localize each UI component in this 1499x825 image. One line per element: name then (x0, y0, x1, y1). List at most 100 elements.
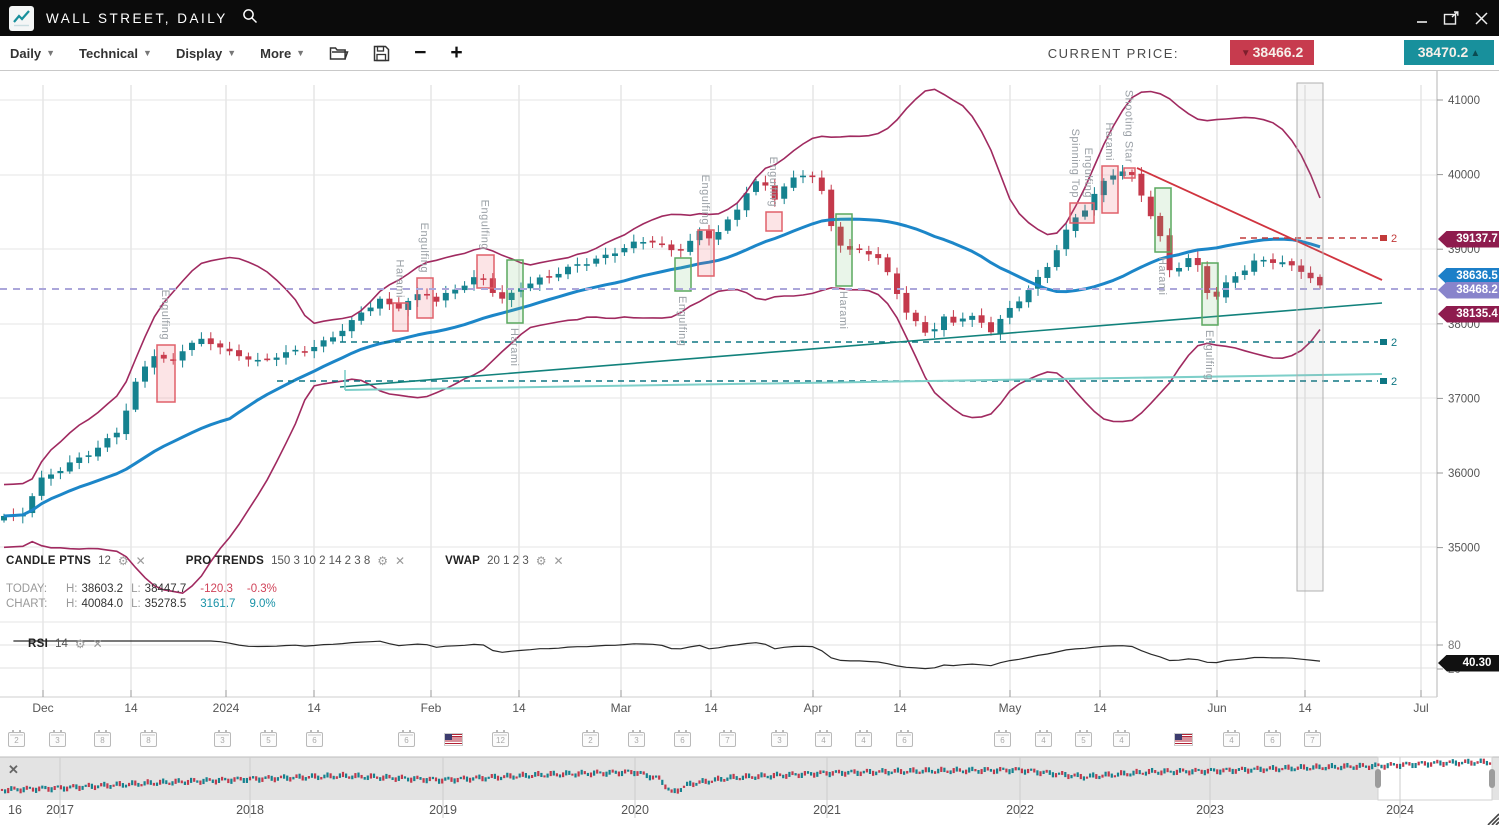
svg-text:14: 14 (512, 701, 526, 715)
sell-price-button[interactable]: ▼ 38466.2 (1230, 40, 1314, 65)
pop-out-icon[interactable] (1443, 10, 1460, 26)
minimize-icon[interactable] (1415, 11, 1429, 25)
level-marker (1380, 235, 1387, 241)
vwap-settings-icon[interactable]: ⚙ (535, 554, 547, 568)
pattern-box-red (765, 211, 783, 232)
navigator-close-button[interactable]: ✕ (8, 762, 19, 777)
highlight-band[interactable] (1296, 82, 1324, 592)
calendar-event-icon[interactable]: 7 (719, 730, 736, 747)
rsi-indicator-label: RSI (28, 638, 49, 650)
menu-display[interactable]: Display ▼ (175, 45, 237, 61)
price-axis-tag: 39137.7 (1438, 230, 1499, 248)
calendar-event-icon[interactable]: 12 (492, 730, 509, 747)
navigator-left-handle[interactable] (1375, 769, 1381, 788)
candle-patterns-remove-icon[interactable]: ✕ (135, 554, 146, 568)
candle-pattern-annotations: Engulfing Harami Engulfing Engulfing Harami E… (156, 90, 1219, 403)
calendar-event-icon[interactable]: 6 (994, 730, 1011, 747)
pattern-box-red (392, 302, 409, 332)
calendar-event-icon[interactable]: 2 (582, 730, 599, 747)
rsi-settings-icon[interactable]: ⚙ (74, 637, 86, 651)
vwap-indicator-label: VWAP (445, 555, 481, 567)
pattern-label: Harami (1103, 123, 1115, 161)
search-icon[interactable] (242, 8, 258, 29)
title-bar: WALL STREET, DAILY (0, 0, 1499, 36)
zoom-out-button[interactable]: − (414, 41, 427, 64)
svg-text:35000: 35000 (1448, 543, 1480, 555)
us-flag-event-icon[interactable] (444, 733, 463, 746)
level-marker (1380, 378, 1387, 384)
candlestick-series (1, 165, 1323, 524)
calendar-event-icon[interactable]: 6 (674, 730, 691, 747)
chevron-down-icon: ▼ (227, 48, 237, 58)
calendar-event-icon[interactable]: 8 (140, 730, 157, 747)
calendar-event-icon[interactable]: 5 (260, 730, 277, 747)
pattern-label: Shooting Star (1123, 90, 1135, 163)
calendar-event-icon[interactable]: 6 (1264, 730, 1281, 747)
calendar-event-icon[interactable]: 6 (306, 730, 323, 747)
svg-text:Jul: Jul (1413, 701, 1428, 715)
svg-text:Feb: Feb (421, 701, 442, 715)
calendar-event-icon[interactable]: 4 (855, 730, 872, 747)
calendar-event-icon[interactable]: 3 (49, 730, 66, 747)
svg-text:14: 14 (307, 701, 321, 715)
vwap-remove-icon[interactable]: ✕ (553, 554, 564, 568)
calendar-event-icon[interactable]: 7 (1304, 730, 1321, 747)
menu-more[interactable]: More ▼ (260, 45, 306, 61)
pattern-box-green (506, 259, 524, 324)
svg-text:14: 14 (893, 701, 907, 715)
svg-text:41000: 41000 (1448, 95, 1480, 107)
calendar-event-icon[interactable]: 4 (815, 730, 832, 747)
svg-text:14: 14 (124, 701, 138, 715)
today-change: -120.3 (200, 583, 233, 595)
svg-text:Mar: Mar (611, 701, 632, 715)
rsi-line (13, 640, 1321, 670)
candle-patterns-settings-icon[interactable]: ⚙ (117, 554, 129, 568)
rsi-legend-row: RSI 14 ⚙ ✕ (28, 637, 103, 651)
pattern-label: Harami (1156, 257, 1168, 295)
calendar-event-icon[interactable]: 4 (1223, 730, 1240, 747)
svg-text:Jun: Jun (1207, 701, 1226, 715)
resize-grip-icon[interactable] (1487, 813, 1499, 825)
chart-stats-row: CHART: H: 40084.0 L: 35278.5 3161.7 9.0% (6, 598, 276, 610)
save-icon[interactable] (373, 45, 390, 62)
rsi-remove-icon[interactable]: ✕ (92, 637, 103, 651)
svg-text:14: 14 (1298, 701, 1312, 715)
pattern-label: Harami (394, 260, 406, 298)
trend-line[interactable] (339, 302, 1383, 388)
menu-technical[interactable]: Technical ▼ (79, 45, 152, 61)
trend-line[interactable] (1136, 167, 1383, 281)
calendar-event-icon[interactable]: 4 (1113, 730, 1130, 747)
calendar-event-icon[interactable]: 2 (8, 730, 25, 747)
today-stats-row: TODAY: H: 38603.2 L: 38447.7 -120.3 -0.3% (6, 583, 277, 595)
calendar-event-icon[interactable]: 6 (896, 730, 913, 747)
svg-text:80: 80 (1448, 640, 1461, 652)
close-icon[interactable] (1474, 11, 1489, 26)
calendar-event-icon[interactable]: 3 (214, 730, 231, 747)
calendar-event-icon[interactable]: 5 (1075, 730, 1092, 747)
calendar-event-icon[interactable]: 6 (398, 730, 415, 747)
buy-price-button[interactable]: 38470.2 ▲ (1404, 40, 1494, 65)
us-flag-event-icon[interactable] (1174, 733, 1193, 746)
pro-trends-settings-icon[interactable]: ⚙ (377, 554, 389, 568)
calendar-event-icon[interactable]: 3 (628, 730, 645, 747)
calendar-event-icon[interactable]: 3 (771, 730, 788, 747)
navigator-year-label: 16 (8, 803, 22, 817)
pattern-box-red (1123, 167, 1136, 179)
down-arrow-icon: ▼ (1240, 48, 1251, 59)
calendar-event-icon[interactable]: 8 (94, 730, 111, 747)
vwap-line (344, 373, 1383, 391)
open-folder-icon[interactable] (329, 45, 349, 61)
pattern-box-red (697, 229, 715, 277)
navigator-right-handle[interactable] (1489, 769, 1495, 788)
svg-text:37000: 37000 (1448, 393, 1480, 405)
zoom-in-button[interactable]: + (450, 41, 463, 64)
svg-text:36000: 36000 (1448, 468, 1480, 480)
pro-trends-remove-icon[interactable]: ✕ (395, 554, 406, 568)
pattern-label: Spinning Top (1069, 129, 1081, 198)
menu-daily[interactable]: Daily ▼ (10, 45, 55, 61)
calendar-event-icon[interactable]: 4 (1035, 730, 1052, 747)
navigator-year-label: 2019 (429, 803, 457, 817)
bollinger-lower-band (3, 287, 1321, 595)
